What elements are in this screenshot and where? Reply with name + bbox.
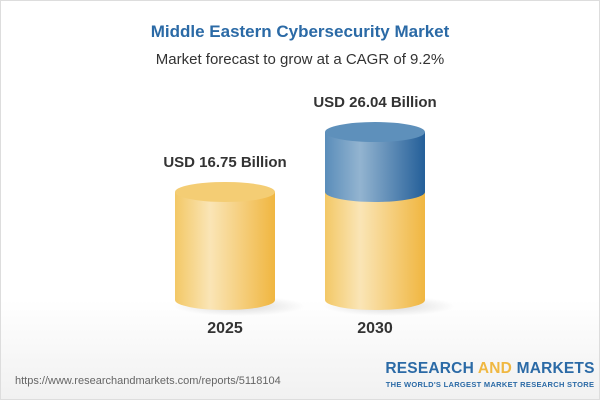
cylinder-growth-segment-2030 xyxy=(325,132,425,202)
cylinder-top xyxy=(325,122,425,143)
chart-subtitle: Market forecast to grow at a CAGR of 9.2… xyxy=(155,51,445,68)
category-label: 2025 xyxy=(207,320,243,337)
category-label: 2030 xyxy=(357,320,393,337)
data-label: USD 16.75 Billion xyxy=(163,154,286,171)
source-url[interactable]: https://www.researchandmarkets.com/repor… xyxy=(15,375,281,387)
chart-title: Middle Eastern Cybersecurity Market xyxy=(150,22,450,41)
logo-text: AND xyxy=(477,360,513,377)
logo-text: MARKETS xyxy=(512,360,595,377)
research-and-markets-logo: RESEARCH AND MARKETS THE WORLD'S LARGEST… xyxy=(385,360,595,389)
cylinder-top xyxy=(175,181,275,202)
logo-text: RESEARCH xyxy=(385,360,478,377)
logo-tagline: THE WORLD'S LARGEST MARKET RESEARCH STOR… xyxy=(385,380,595,389)
data-label: USD 26.04 Billion xyxy=(313,94,436,111)
cylinder-bar-2025 xyxy=(175,191,275,310)
cylinder-bar-2030 xyxy=(325,191,425,310)
